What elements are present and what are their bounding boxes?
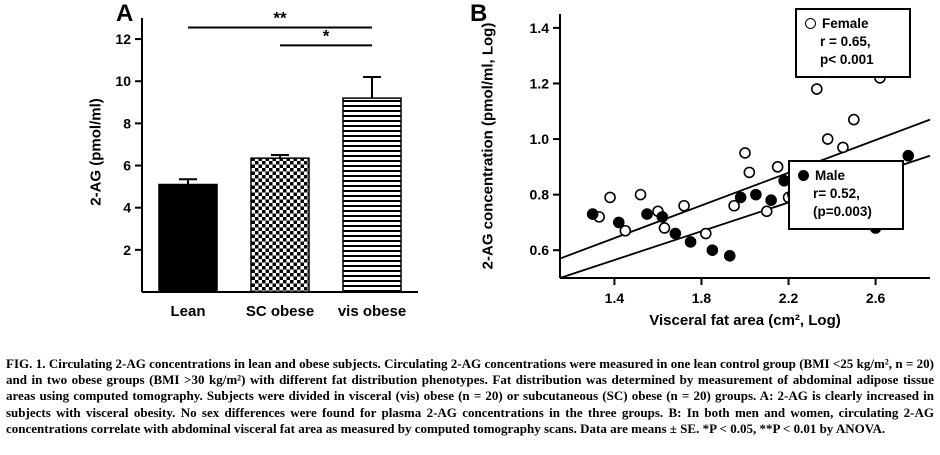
panel-a-label: A [116, 0, 134, 27]
data-point-male [612, 216, 625, 229]
data-point-male [902, 149, 915, 162]
category-label: vis obese [338, 303, 406, 320]
data-point-female [619, 224, 632, 237]
data-point-male [669, 227, 682, 240]
legend-male-stat-p: (p=0.003) [813, 204, 872, 220]
y-tick-label: 1.2 [530, 75, 550, 91]
y-tick-label: 6 [123, 158, 131, 174]
data-point-male [723, 249, 736, 262]
panel-b-label: B [470, 0, 488, 27]
category-label: Lean [170, 303, 205, 320]
data-point-male [706, 244, 719, 257]
y-tick-label: 1.4 [530, 20, 550, 36]
bar-lean [158, 183, 218, 293]
data-point-female [634, 188, 647, 201]
data-point-male [656, 211, 669, 223]
figure-1: A 2-AG (pmol/ml) 2 4 6 8 10 12 Lean SC obese vis… [80, 0, 940, 352]
x-tick-label: 2.2 [779, 290, 799, 306]
significance-label: ** [273, 8, 287, 27]
data-point-male [765, 194, 777, 206]
y-tick-label: 12 [115, 31, 131, 47]
panel-b: B 2-AG concentration (pmol/ml, Log) 1.4 1… [468, 0, 940, 352]
legend-female-stat-p: p< 0.001 [820, 52, 874, 68]
data-point-female [760, 205, 773, 218]
filled-circle-icon [798, 170, 809, 181]
data-point-female [771, 161, 784, 173]
y-tick-label: 1.0 [530, 131, 550, 147]
data-point-female [821, 133, 834, 145]
data-point-female [739, 147, 751, 159]
figure-caption: FIG. 1. Circulating 2-AG concentrations … [6, 356, 934, 436]
x-tick-label: 1.8 [692, 290, 712, 306]
legend-male: Male r= 0.52, (p=0.003) [788, 160, 904, 230]
bar-sc-obese [250, 157, 310, 293]
data-point-male [750, 188, 762, 201]
legend-male-stat-r: r= 0.52, [813, 186, 860, 202]
y-tick-label: 0.6 [530, 242, 550, 258]
panel-b-y-axis-label: 2-AG concentration (pmol/ml, Log) [479, 22, 497, 270]
legend-female-title: Female [805, 15, 901, 33]
data-point-male [684, 236, 697, 248]
data-point-female [811, 83, 823, 95]
bar-vis-obese [342, 97, 402, 293]
data-point-male [734, 191, 747, 204]
y-tick-label: 10 [115, 73, 131, 89]
y-tick-label: 0.8 [530, 187, 550, 203]
data-point-female [728, 199, 740, 212]
data-point-female [743, 166, 756, 179]
panel-b-x-axis-label: Visceral fat area (cm², Log) [649, 312, 841, 329]
data-point-female [848, 113, 860, 126]
legend-male-name: Male [815, 168, 846, 183]
category-label: SC obese [246, 303, 314, 320]
data-point-female [837, 141, 849, 154]
data-point-female [678, 199, 690, 212]
data-point-female [604, 191, 616, 204]
legend-male-title: Male [798, 167, 894, 185]
panel-a: A 2-AG (pmol/ml) 2 4 6 8 10 12 Lean SC obese vis… [80, 0, 440, 352]
open-circle-icon [805, 18, 816, 29]
x-tick-label: 1.4 [605, 290, 625, 306]
x-tick-label: 2.6 [866, 290, 886, 306]
y-tick-label: 8 [123, 115, 131, 131]
data-point-female [658, 222, 671, 234]
data-point-male [586, 208, 599, 220]
legend-female-stat-r: r = 0.65, [820, 34, 871, 50]
significance-label: * [323, 26, 330, 45]
y-tick-label: 2 [123, 242, 131, 258]
legend-female: Female r = 0.65, p< 0.001 [795, 8, 911, 78]
y-tick-label: 4 [123, 200, 131, 216]
trend-line-female [559, 118, 931, 260]
data-point-female [700, 227, 712, 240]
data-point-male [641, 208, 653, 220]
legend-female-name: Female [822, 16, 869, 31]
